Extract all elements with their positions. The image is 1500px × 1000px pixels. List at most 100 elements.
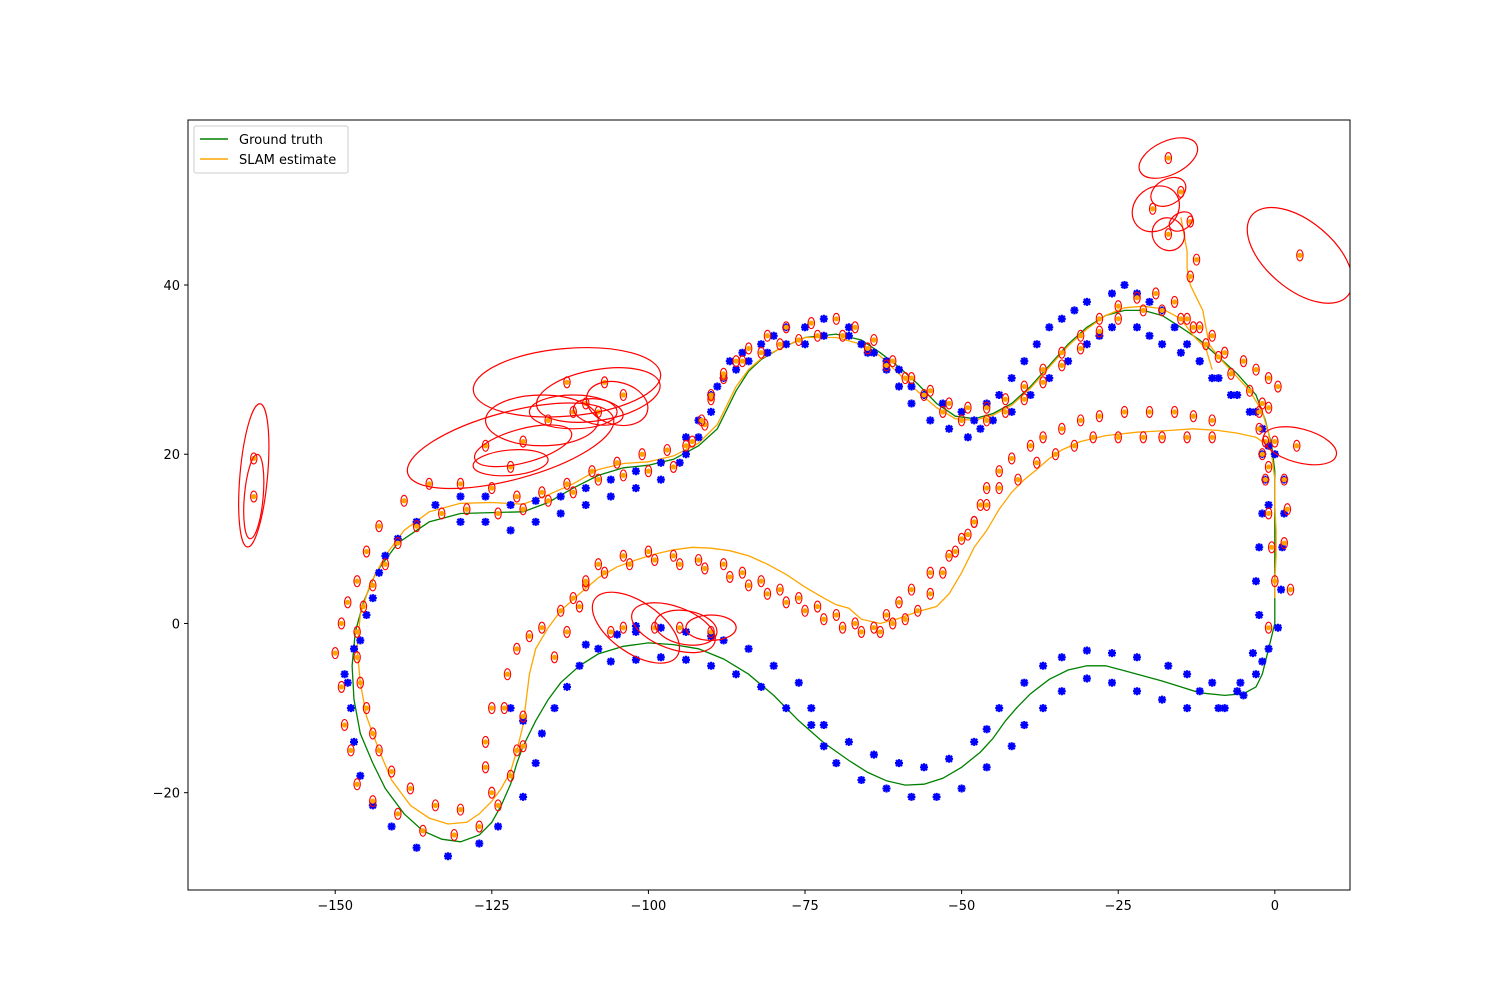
landmark-true-point xyxy=(782,704,791,713)
legend-box xyxy=(193,125,349,174)
landmark-covariance-ellipse xyxy=(506,769,515,782)
landmark-covariance-ellipse xyxy=(1274,380,1282,393)
landmark-true-point xyxy=(945,754,954,763)
landmark-true-point xyxy=(963,433,972,442)
landmark-true-point xyxy=(769,331,778,340)
landmark-covariance-ellipse xyxy=(519,435,527,448)
landmark-true-point xyxy=(970,737,979,746)
landmark-covariance-ellipse xyxy=(945,397,953,410)
landmark-true-point xyxy=(1095,331,1104,340)
landmark-true-point xyxy=(707,632,716,641)
landmark-est-point xyxy=(833,316,839,322)
landmark-true-point xyxy=(1064,357,1073,366)
landmark-true-point xyxy=(1255,543,1264,552)
landmark-covariance-ellipse xyxy=(1095,410,1104,423)
landmark-est-point xyxy=(564,481,570,487)
landmark-est-point xyxy=(1021,396,1027,402)
landmark-est-point xyxy=(342,722,348,728)
landmark-covariance-ellipse xyxy=(387,765,396,778)
landmark-est-point xyxy=(814,603,821,610)
landmark-est-point xyxy=(783,324,789,330)
landmark-est-point xyxy=(251,493,257,500)
landmark-true-point xyxy=(412,843,421,852)
landmark-true-point xyxy=(807,721,816,729)
landmark-covariance-ellipse xyxy=(1139,304,1148,317)
landmark-est-point xyxy=(883,362,890,368)
landmark-true-point xyxy=(794,678,803,687)
landmark-covariance-ellipse xyxy=(600,566,609,579)
landmark-true-point xyxy=(719,636,728,645)
landmark-true-point xyxy=(481,517,490,526)
uncertainty-ellipse xyxy=(1168,211,1194,232)
landmark-covariance-ellipse xyxy=(1264,507,1273,520)
landmark-true-point xyxy=(1245,407,1254,416)
landmark-covariance-ellipse xyxy=(782,321,790,334)
landmark-est-point xyxy=(439,510,445,517)
landmark-est-point xyxy=(708,392,714,398)
landmark-covariance-ellipse xyxy=(832,608,841,622)
landmark-covariance-ellipse xyxy=(425,477,433,490)
landmark-true-point xyxy=(732,670,741,679)
landmark-covariance-ellipse xyxy=(519,503,527,516)
landmark-covariance-ellipse xyxy=(619,388,628,402)
landmark-true-point xyxy=(920,763,928,772)
landmark-covariance-ellipse xyxy=(1095,312,1104,325)
landmark-est-point xyxy=(720,561,727,567)
landmark-covariance-ellipse xyxy=(556,604,565,617)
landmark-true-point xyxy=(1220,704,1229,713)
landmark-est-point xyxy=(1027,443,1034,449)
landmark-est-point xyxy=(984,485,990,491)
landmark-est-point xyxy=(890,620,896,627)
landmark-true-point xyxy=(1183,340,1192,349)
landmark-est-point xyxy=(558,608,564,614)
landmark-true-point xyxy=(1007,407,1016,416)
landmark-covariance-ellipse xyxy=(437,507,446,520)
uncertainty-ellipse xyxy=(472,449,549,477)
landmark-est-point xyxy=(354,654,360,660)
landmark-covariance-ellipse xyxy=(694,553,703,567)
landmark-true-point xyxy=(393,534,402,543)
landmark-est-point xyxy=(971,519,977,525)
landmark-covariance-ellipse xyxy=(888,617,897,630)
landmark-covariance-ellipse xyxy=(644,545,653,558)
landmark-est-point xyxy=(871,337,877,343)
landmark-true-point xyxy=(1264,441,1273,450)
landmark-est-point xyxy=(739,570,745,576)
landmark-true-point xyxy=(656,458,665,467)
landmark-est-point xyxy=(1284,506,1290,512)
landmark-est-point xyxy=(464,506,470,512)
landmark-est-point xyxy=(758,350,764,356)
landmark-est-point xyxy=(1222,350,1228,356)
landmark-covariance-ellipse xyxy=(914,604,922,617)
y-tick-label: −20 xyxy=(153,787,180,802)
landmark-est-point xyxy=(946,400,952,407)
landmark-covariance-ellipse xyxy=(519,740,527,753)
landmark-est-point xyxy=(1115,434,1121,440)
landmark-true-point xyxy=(531,496,540,505)
uncertainty-ellipse xyxy=(528,394,618,430)
landmark-true-point xyxy=(581,484,590,493)
landmark-true-point xyxy=(519,792,528,801)
landmark-est-point xyxy=(1297,252,1303,258)
landmark-est-point xyxy=(695,557,702,563)
landmark-covariance-ellipse xyxy=(1252,363,1260,376)
landmark-est-point xyxy=(1059,362,1065,368)
landmark-true-point xyxy=(895,382,903,391)
landmark-true-point xyxy=(1082,340,1091,349)
landmark-est-point xyxy=(520,713,526,720)
landmark-covariance-ellipse xyxy=(719,558,728,571)
landmark-est-point xyxy=(1121,409,1128,415)
x-tick-label: −50 xyxy=(948,899,975,914)
landmark-covariance-ellipse xyxy=(500,702,509,715)
landmark-est-point xyxy=(332,650,338,656)
landmark-est-point xyxy=(670,464,677,470)
landmark-est-point xyxy=(796,337,802,343)
landmark-covariance-ellipse xyxy=(1202,338,1210,351)
landmark-true-point xyxy=(1248,649,1257,658)
landmark-covariance-ellipse xyxy=(1039,363,1047,376)
landmark-true-point xyxy=(869,348,878,357)
landmark-covariance-ellipse xyxy=(744,579,753,592)
landmark-est-point xyxy=(338,684,345,690)
landmark-est-point xyxy=(959,417,965,423)
landmark-est-point xyxy=(370,582,376,588)
